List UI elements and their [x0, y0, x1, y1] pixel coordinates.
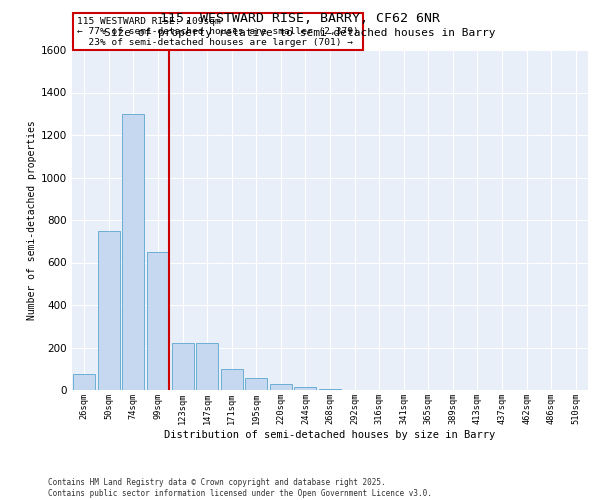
Bar — [270, 384, 292, 390]
Bar — [295, 387, 316, 390]
Bar — [147, 252, 169, 390]
Bar — [73, 374, 95, 390]
Bar — [245, 378, 268, 390]
Text: 115 WESTWARD RISE: 109sqm
← 77% of semi-detached houses are smaller (2,379)
  23: 115 WESTWARD RISE: 109sqm ← 77% of semi-… — [77, 17, 359, 46]
Text: Size of property relative to semi-detached houses in Barry: Size of property relative to semi-detach… — [104, 28, 496, 38]
Bar — [196, 343, 218, 390]
Bar — [98, 230, 120, 390]
Y-axis label: Number of semi-detached properties: Number of semi-detached properties — [27, 120, 37, 320]
Text: 115, WESTWARD RISE, BARRY, CF62 6NR: 115, WESTWARD RISE, BARRY, CF62 6NR — [160, 12, 440, 26]
Bar — [122, 114, 145, 390]
Bar — [172, 343, 194, 390]
Bar — [221, 369, 243, 390]
X-axis label: Distribution of semi-detached houses by size in Barry: Distribution of semi-detached houses by … — [164, 430, 496, 440]
Text: Contains HM Land Registry data © Crown copyright and database right 2025.
Contai: Contains HM Land Registry data © Crown c… — [48, 478, 432, 498]
Bar — [319, 389, 341, 390]
